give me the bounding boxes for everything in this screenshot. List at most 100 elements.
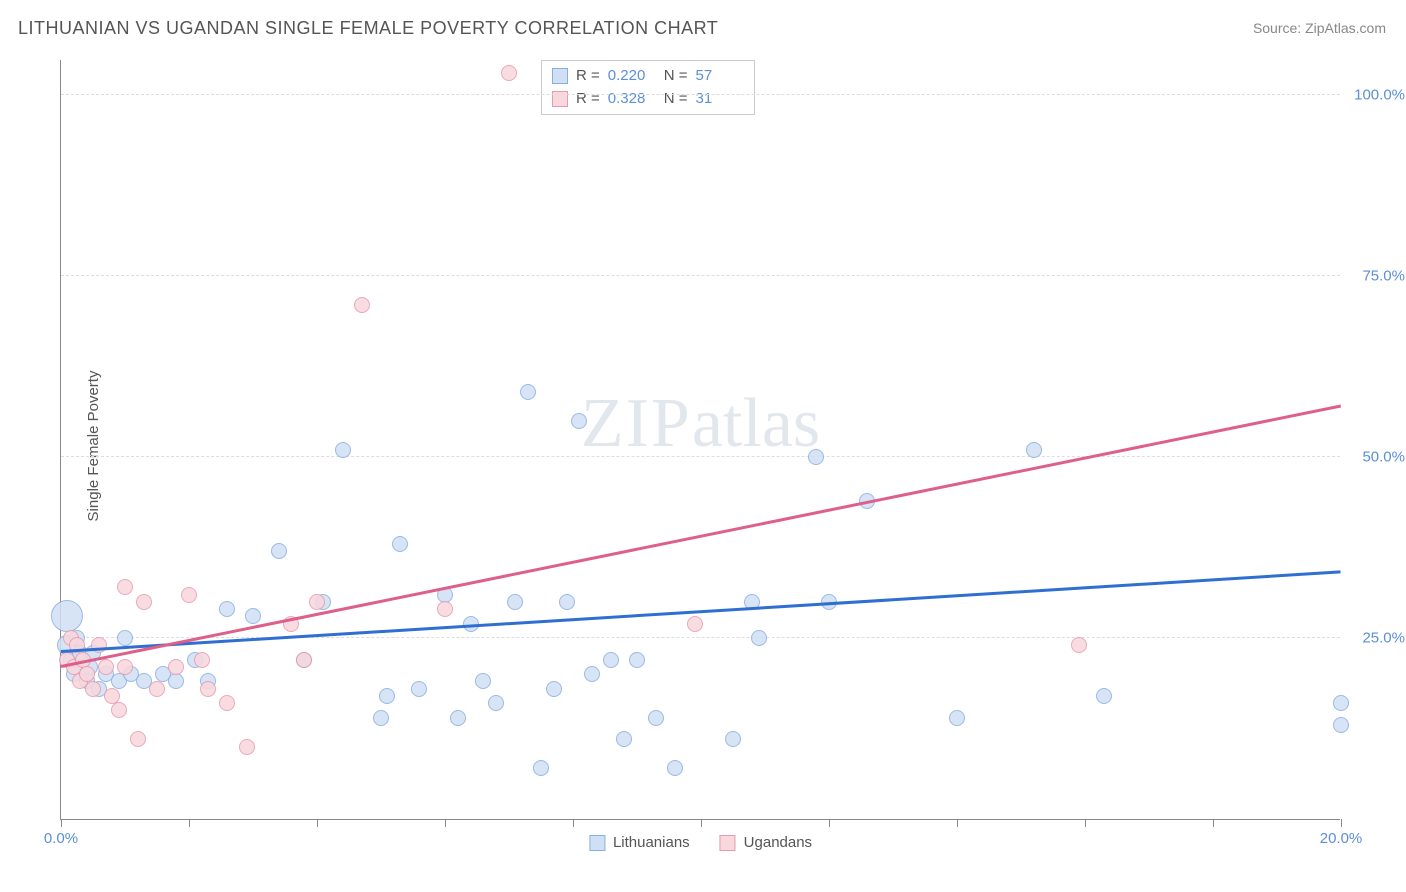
data-point — [1333, 695, 1349, 711]
data-point — [271, 543, 287, 559]
source-link[interactable]: ZipAtlas.com — [1305, 20, 1386, 36]
data-point — [501, 65, 517, 81]
y-tick-label: 100.0% — [1354, 87, 1405, 104]
y-tick-label: 50.0% — [1362, 449, 1405, 466]
source-attribution: Source: ZipAtlas.com — [1253, 20, 1386, 36]
data-point — [194, 652, 210, 668]
data-point — [559, 594, 575, 610]
watermark-zip: ZIP — [581, 385, 692, 462]
legend-swatch — [552, 68, 568, 84]
data-point — [450, 710, 466, 726]
x-tick — [957, 819, 958, 827]
data-point — [91, 637, 107, 653]
data-point — [51, 600, 83, 632]
data-point — [1026, 442, 1042, 458]
data-point — [335, 442, 351, 458]
n-label: N = — [664, 65, 688, 88]
data-point — [411, 681, 427, 697]
data-point — [117, 659, 133, 675]
data-point — [130, 731, 146, 747]
r-label: R = — [576, 65, 600, 88]
legend-swatch — [720, 835, 736, 851]
data-point — [1333, 717, 1349, 733]
gridline — [61, 94, 1340, 95]
data-point — [85, 681, 101, 697]
data-point — [687, 616, 703, 632]
data-point — [239, 739, 255, 755]
x-tick — [61, 819, 62, 827]
data-point — [667, 760, 683, 776]
y-tick-label: 25.0% — [1362, 630, 1405, 647]
n-label: N = — [664, 88, 688, 111]
chart-title: LITHUANIAN VS UGANDAN SINGLE FEMALE POVE… — [18, 18, 718, 39]
r-label: R = — [576, 88, 600, 111]
legend-swatch — [552, 91, 568, 107]
data-point — [584, 666, 600, 682]
x-tick — [573, 819, 574, 827]
y-tick-label: 75.0% — [1362, 268, 1405, 285]
x-tick — [1213, 819, 1214, 827]
data-point — [309, 594, 325, 610]
stats-row: R = 0.220 N = 57 — [552, 65, 744, 88]
x-tick — [189, 819, 190, 827]
data-point — [520, 384, 536, 400]
data-point — [725, 731, 741, 747]
plot-area: ZIPatlas R =0.220N =57R =0.328N =31 Lith… — [60, 60, 1340, 820]
legend-item: Ugandans — [720, 834, 812, 851]
legend-label: Ugandans — [744, 834, 812, 851]
data-point — [373, 710, 389, 726]
data-point — [1096, 688, 1112, 704]
x-tick-label: 20.0% — [1320, 830, 1363, 847]
n-value: 57 — [696, 65, 744, 88]
data-point — [488, 695, 504, 711]
watermark: ZIPatlas — [581, 384, 820, 464]
data-point — [98, 659, 114, 675]
data-point — [219, 695, 235, 711]
r-value: 0.328 — [608, 88, 656, 111]
data-point — [168, 659, 184, 675]
data-point — [437, 601, 453, 617]
data-point — [245, 608, 261, 624]
source-label: Source: — [1253, 20, 1305, 36]
x-tick — [829, 819, 830, 827]
data-point — [117, 630, 133, 646]
data-point — [219, 601, 235, 617]
series-legend: Lithuanians Ugandans — [589, 834, 812, 851]
data-point — [136, 594, 152, 610]
chart-container: LITHUANIAN VS UGANDAN SINGLE FEMALE POVE… — [0, 0, 1406, 892]
stats-row: R = 0.328 N = 31 — [552, 88, 744, 111]
data-point — [296, 652, 312, 668]
r-value: 0.220 — [608, 65, 656, 88]
x-tick-label: 0.0% — [44, 830, 78, 847]
n-value: 31 — [696, 88, 744, 111]
data-point — [181, 587, 197, 603]
data-point — [168, 673, 184, 689]
data-point — [616, 731, 632, 747]
data-point — [629, 652, 645, 668]
x-tick — [1341, 819, 1342, 827]
legend-label: Lithuanians — [613, 834, 690, 851]
data-point — [475, 673, 491, 689]
data-point — [648, 710, 664, 726]
x-tick — [445, 819, 446, 827]
data-point — [392, 536, 408, 552]
watermark-atlas: atlas — [692, 385, 820, 462]
data-point — [603, 652, 619, 668]
x-tick — [317, 819, 318, 827]
x-tick — [1085, 819, 1086, 827]
gridline — [61, 456, 1340, 457]
legend-swatch — [589, 835, 605, 851]
data-point — [751, 630, 767, 646]
data-point — [200, 681, 216, 697]
stats-legend-box: R = 0.220 N = 57 R = 0.328 N = 31 — [541, 60, 755, 115]
data-point — [354, 297, 370, 313]
gridline — [61, 275, 1340, 276]
data-point — [149, 681, 165, 697]
data-point — [379, 688, 395, 704]
data-point — [1071, 637, 1087, 653]
x-tick — [701, 819, 702, 827]
data-point — [111, 702, 127, 718]
data-point — [808, 449, 824, 465]
data-point — [533, 760, 549, 776]
legend-item: Lithuanians — [589, 834, 690, 851]
